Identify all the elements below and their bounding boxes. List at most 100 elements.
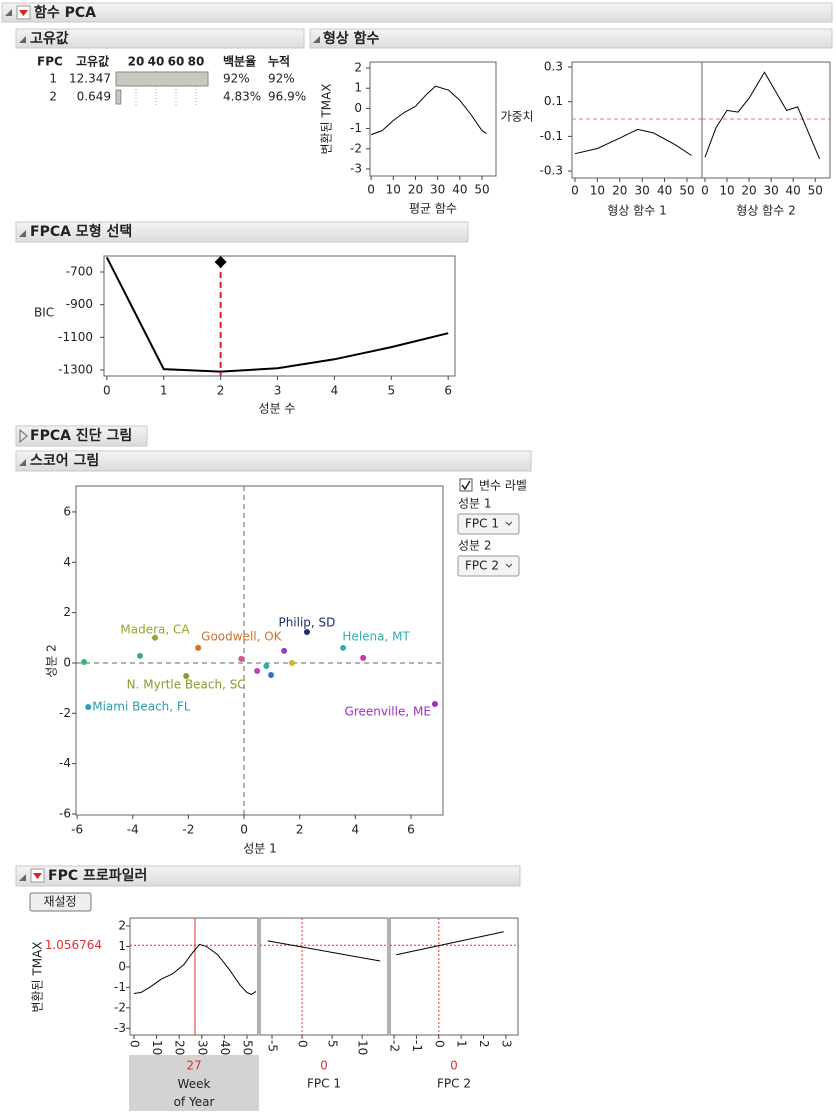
x-tick-label: 30 xyxy=(763,184,778,198)
outline-header xyxy=(309,28,833,49)
x-tick-label: 0 xyxy=(296,1040,310,1048)
disclosure-icon[interactable] xyxy=(19,36,26,43)
outline-header xyxy=(1,2,833,23)
x-tick-label: 0 xyxy=(432,1040,446,1048)
select-label: 성분 1 xyxy=(458,497,492,511)
point xyxy=(281,647,288,654)
x-tick-label: 10 xyxy=(590,184,605,198)
x-axis-label: 형상 함수 1 xyxy=(607,204,666,218)
checkbox[interactable] xyxy=(459,478,473,492)
y-tick-label: -1 xyxy=(114,980,126,994)
point xyxy=(431,700,438,707)
disclosure-icon[interactable] xyxy=(313,36,320,43)
select-label: 성분 2 xyxy=(458,539,492,553)
bar xyxy=(115,71,209,87)
x-tick-label: 2 xyxy=(217,384,225,398)
y-tick-label: 2 xyxy=(354,61,362,75)
x-tick-label: 50 xyxy=(808,184,823,198)
select-value: FPC 1 xyxy=(465,517,499,531)
reset-button[interactable] xyxy=(29,892,92,912)
x-tick-label: 1 xyxy=(455,1040,469,1048)
cell: 96.9% xyxy=(268,90,306,104)
disclosure-icon[interactable] xyxy=(19,230,26,237)
x-tick-label: 0 xyxy=(103,384,111,398)
profile-curve xyxy=(133,943,257,996)
curve xyxy=(574,128,692,156)
cell: 2 xyxy=(49,90,57,104)
current-x-label: 0 xyxy=(450,1059,458,1073)
point xyxy=(254,668,261,675)
disclosure-icon[interactable] xyxy=(19,428,28,444)
point xyxy=(340,644,347,651)
outline-header xyxy=(15,865,521,887)
curve xyxy=(704,71,821,160)
point xyxy=(238,655,245,662)
point xyxy=(183,673,190,680)
x-axis-label: 성분 1 xyxy=(243,842,277,856)
disclosure-icon[interactable] xyxy=(19,874,26,881)
x-tick-label: 0 xyxy=(571,184,579,198)
point xyxy=(303,628,310,635)
x-tick-label: 6 xyxy=(407,823,415,837)
y-tick-label: 0.3 xyxy=(544,60,563,74)
point-label: Greenville, ME xyxy=(345,704,431,718)
y-tick-label: -1300 xyxy=(58,362,93,376)
y-tick-label: -2 xyxy=(59,706,71,720)
y-tick-label: -2 xyxy=(114,1000,126,1014)
select[interactable] xyxy=(457,555,520,577)
y-tick-label: -3 xyxy=(114,1021,126,1035)
y-axis-label: BIC xyxy=(34,306,54,320)
column-header: FPC xyxy=(37,55,63,69)
outline-header xyxy=(15,425,148,447)
point xyxy=(360,654,367,661)
plot-frame xyxy=(129,917,259,1036)
reset-button-label: 재설정 xyxy=(43,895,76,909)
curve xyxy=(370,85,487,136)
menu-icon xyxy=(33,873,42,879)
x-tick-label: 40 xyxy=(657,184,672,198)
x-tick-label: 5 xyxy=(387,384,395,398)
y-axis-label: 변환된 TMAX xyxy=(31,941,45,1012)
outline-header xyxy=(15,221,469,243)
x-tick-label: 0 xyxy=(701,184,709,198)
y-tick-label: 0 xyxy=(118,959,126,973)
y-tick-label: 6 xyxy=(63,504,71,518)
current-x-label: 27 xyxy=(186,1059,201,1073)
disclosure-icon[interactable] xyxy=(5,9,12,16)
x-tick-label: 10 xyxy=(150,1040,164,1055)
x-tick-label: -6 xyxy=(71,823,83,837)
plot-frame xyxy=(571,61,703,179)
point xyxy=(288,659,295,666)
point-label: Goodwell, OK xyxy=(201,629,283,643)
y-tick-label: 4 xyxy=(63,555,71,569)
section-title: FPC 프로파일러 xyxy=(48,868,147,884)
section-title: FPCA 모형 선택 xyxy=(30,223,132,240)
checkbox-label: 변수 라벨 xyxy=(479,479,527,493)
plot-frame xyxy=(389,917,519,1036)
plot-frame xyxy=(75,485,444,816)
y-axis-label: 가중치 xyxy=(500,110,533,124)
y-tick-label: 1 xyxy=(354,81,362,95)
plot-frame xyxy=(701,61,831,179)
x-tick-label: 20 xyxy=(173,1040,187,1055)
y-tick-label: 2 xyxy=(118,918,126,932)
x-tick-label: 0 xyxy=(367,183,375,197)
disclosure-icon[interactable] xyxy=(19,459,26,466)
profile-curve xyxy=(267,940,381,962)
x-tick-label: 30 xyxy=(195,1040,209,1055)
plot-frame xyxy=(103,255,456,377)
x-tick-label: 40 xyxy=(786,184,801,198)
x-tick-label: 10 xyxy=(356,1040,370,1055)
x-tick-label: 10 xyxy=(386,183,401,197)
x-tick-label: 50 xyxy=(240,1040,254,1055)
bar-axis-label: 80 xyxy=(188,55,205,69)
select-value: FPC 2 xyxy=(465,559,499,573)
column-header: 누적 xyxy=(268,54,290,69)
point-label: N. Myrtle Beach, SC xyxy=(127,678,246,692)
report-title: 함수 PCA xyxy=(34,4,96,21)
menu-icon xyxy=(19,10,28,16)
column-header: 백분율 xyxy=(223,54,256,69)
select[interactable] xyxy=(457,513,520,535)
x-tick-label: 40 xyxy=(452,183,467,197)
